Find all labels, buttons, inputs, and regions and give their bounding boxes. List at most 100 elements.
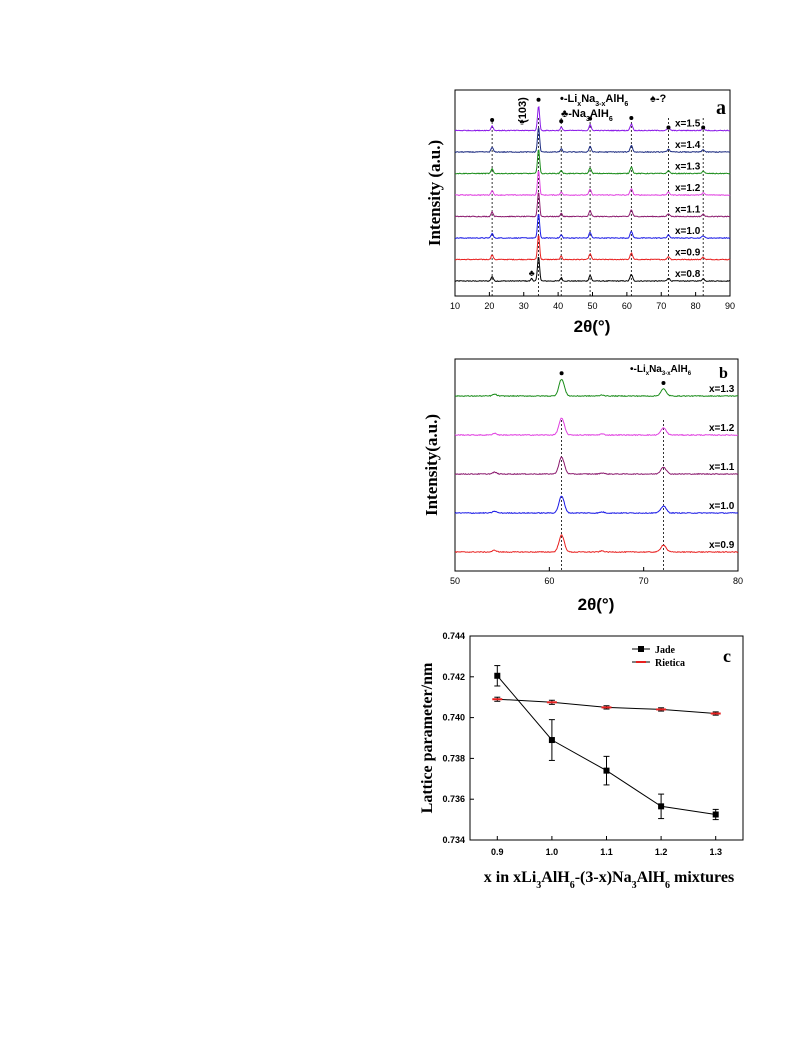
panel-a-letter: a [716,97,726,119]
x-tick-label: 70 [639,576,649,586]
panel-c: 0.734 0.736 0.738 0.740 0.742 0.744 0.9 1.0 1.1 1… [419,631,744,891]
data-point-jade [712,811,719,818]
legend-unknown: ♠-? [650,93,667,105]
x-tick-label: 70 [656,301,666,311]
series-label: x=1.1 [675,205,701,216]
y-tick-label: 0.736 [442,794,465,804]
data-point-jade [494,672,501,679]
panel-b: x=0.9 x=1.0 x=1.1 x=1.2 x=1.3 50 60 70 80 b •-L… [422,358,743,614]
panel-a-traces [454,105,731,283]
peak-dot [629,116,634,120]
x-tick-label: 30 [519,301,529,311]
x-tick-label: 90 [725,301,735,311]
panel-a-xlabel: 2θ(°) [574,317,611,336]
panel-c-frame [469,635,744,841]
panel-b-series-labels: x=0.9 x=1.0 x=1.1 x=1.2 x=1.3 [709,384,735,551]
series-label: x=1.4 [675,140,701,151]
series-label: x=0.9 [675,248,701,259]
trace-x=0.8 [454,256,731,283]
trace-x=1.4 [454,127,731,154]
legend-rietica-label: Rietica [655,658,685,669]
series-label: x=0.8 [675,269,701,280]
series-label: x=1.2 [709,423,735,434]
data-point-jade [658,803,665,810]
panel-a: ♠♣ x=0.8x=0.9x=1.0x=1.1x=1.2x=1.3x=1.4x=… [425,89,735,336]
panel-a-series-labels: x=0.8 x=0.9 x=1.0 x=1.1 x=1.2 x=1.3 x=1.4 x=1.5 [675,119,701,281]
peak-dot [661,381,666,385]
trace-x=0.9 [454,235,731,261]
x-tick-label: 80 [733,576,743,586]
peak-dot [559,119,564,124]
legend-jade-label: Jade [655,645,676,656]
y-tick-label: 0.744 [442,631,465,641]
data-point-jade [548,737,555,744]
x-tick-label: 80 [691,301,701,311]
x-tick-label: 1.1 [600,847,613,857]
series-label: x=0.9 [709,540,735,551]
panel-b-letter: b [719,365,728,382]
x-tick-label: 50 [587,301,597,311]
x-tick-label: 0.9 [491,847,504,857]
unknown-marker: ♠ [520,117,525,127]
panel-a-ylabel: Intensity (a.u.) [425,140,444,246]
legend-jade-marker [638,646,644,652]
x-tick-label: 50 [450,576,460,586]
panel-a-x-ticks: 10 20 30 40 50 60 70 80 90 [450,292,735,311]
annotation-103: (103) [517,97,529,123]
data-point-jade [603,767,610,774]
x-tick-label: 1.2 [655,847,668,857]
y-tick-label: 0.742 [442,672,465,682]
y-tick-label: 0.740 [442,713,465,723]
panel-b-traces [454,378,739,554]
panel-b-x-ticks: 50 60 70 80 [450,567,743,586]
na3alh6-marker: ♣ [529,268,535,278]
series-label: x=1.1 [709,462,735,473]
peak-dot [490,117,495,122]
x-tick-label: 1.3 [709,847,722,857]
panel-c-ticks: 0.734 0.736 0.738 0.740 0.742 0.744 0.9 1.0 1.1 1… [442,631,721,857]
x-tick-label: 20 [484,301,494,311]
x-tick-label: 60 [622,301,632,311]
panel-a-peak-markers: ♠♣ [490,97,706,278]
y-tick-label: 0.734 [442,835,465,845]
legend-na3alh6: ♣-Na3AlH6 [561,108,613,123]
x-tick-label: 60 [544,576,554,586]
panel-c-letter: c [723,646,731,666]
x-tick-label: 40 [553,301,563,311]
x-tick-label: 1.0 [546,847,559,857]
trace-x=1.2 [454,417,739,437]
trace-x=1.3 [454,149,731,175]
peak-dot [559,371,564,376]
peak-dot [536,97,541,102]
legend-b-lixna: •-LixNa3-xAlH6 [630,364,692,377]
series-label: x=1.0 [675,226,701,237]
series-label: x=1.3 [709,384,735,395]
panel-b-peak-markers [559,371,666,385]
x-tick-label: 10 [450,301,460,311]
series-label: x=1.5 [675,119,701,130]
peak-dot [588,116,593,121]
trace-x=1.2 [454,170,731,197]
trace-x=1.1 [454,192,731,218]
trace-x=1.1 [454,456,739,476]
panel-c-xlabel: x in xLi3AlH6-(3-x)Na3AlH6 mixtures [484,869,734,891]
trace-x=1.0 [454,495,739,515]
series-label: x=1.3 [675,162,701,173]
panel-b-xlabel: 2θ(°) [578,595,615,614]
series-label: x=1.2 [675,183,701,194]
panel-b-ylabel: Intensity(a.u.) [422,414,441,516]
trace-x=1.0 [454,213,731,240]
series-label: x=1.0 [709,501,735,512]
legend-lixna: •-LixNa3-xAlH6 [560,93,628,108]
trace-x=1.5 [454,105,731,132]
peak-dot [666,125,671,130]
trace-x=1.3 [454,378,739,398]
panel-a-dashed-lines [491,118,704,296]
panel-c-ylabel: Lattice parameter/nm [419,662,436,813]
y-tick-label: 0.738 [442,753,465,763]
panel-b-dashed-lines [561,420,664,571]
series-line-jade [496,675,716,815]
trace-x=0.9 [454,534,739,554]
panel-c-series [492,665,721,821]
